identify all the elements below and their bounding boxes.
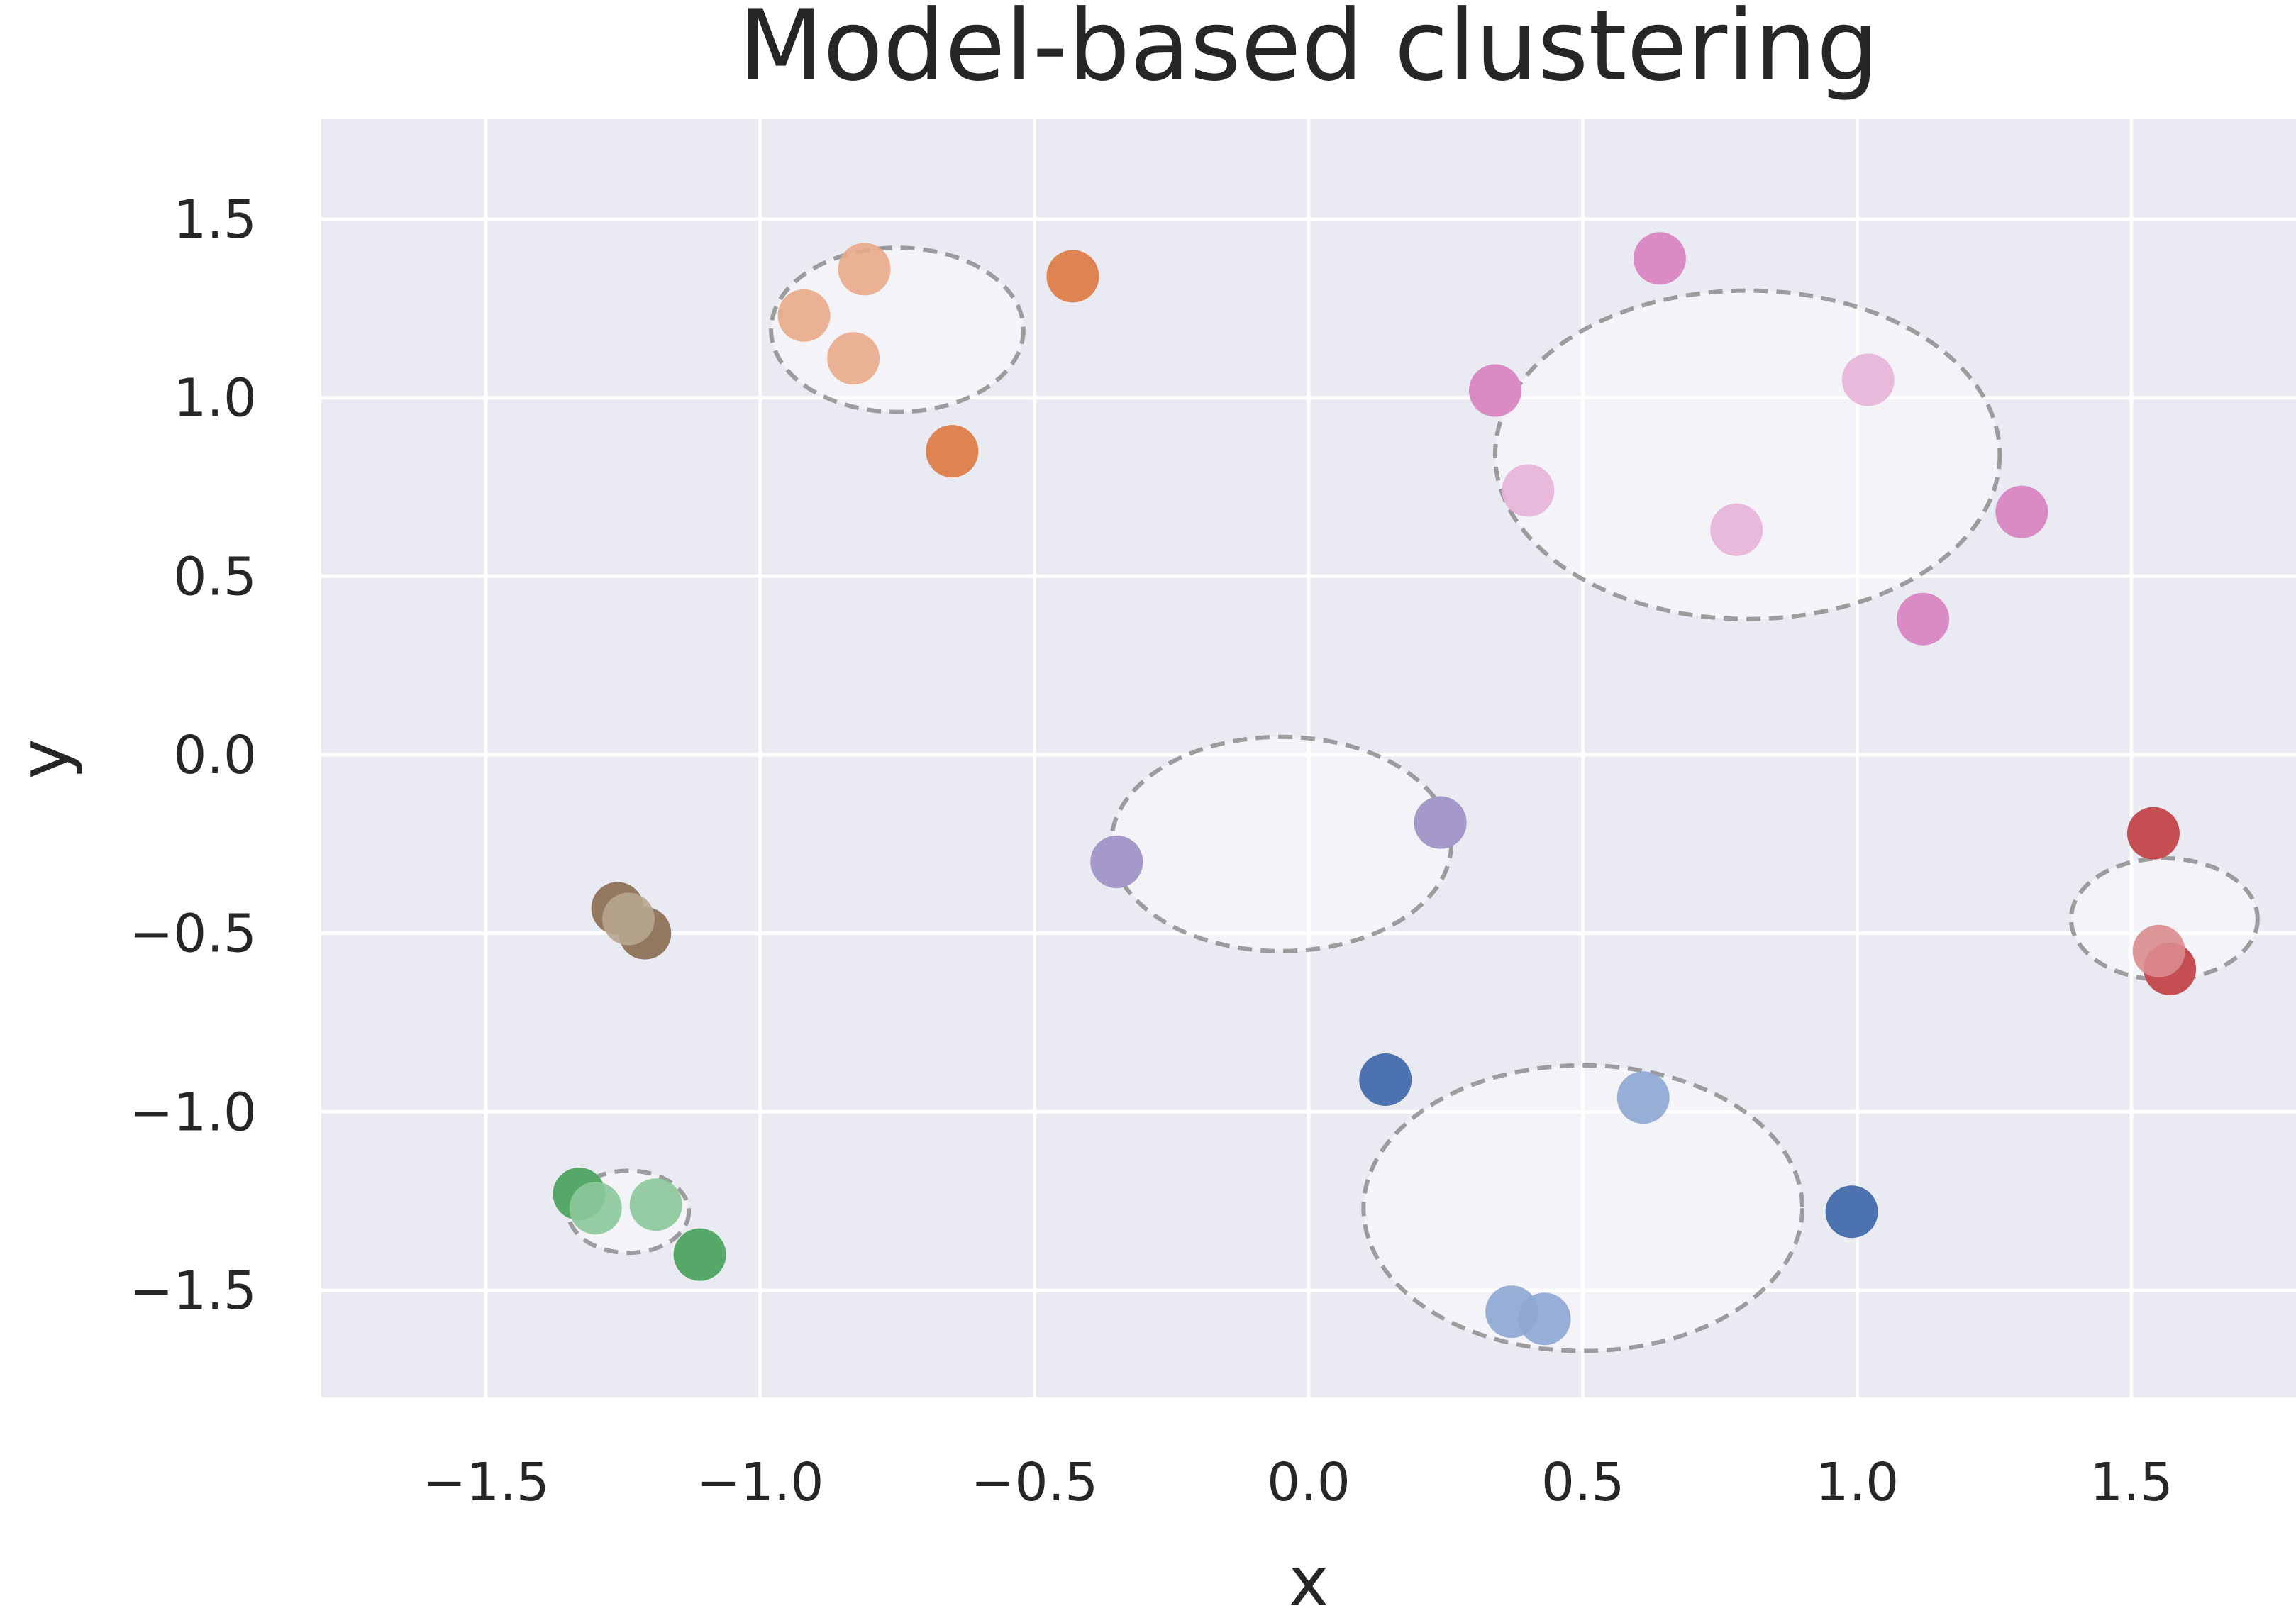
y-tick-label: −1.5	[129, 1261, 257, 1322]
data-point-light	[569, 1182, 622, 1235]
data-point	[1468, 364, 1521, 417]
x-tick-label: −1.0	[697, 1452, 824, 1513]
x-tick-label: 1.0	[1815, 1452, 1899, 1513]
y-tick-label: 0.5	[173, 546, 257, 607]
data-point-light	[629, 1178, 682, 1231]
cluster-ellipse	[1492, 288, 2002, 621]
y-tick-label: 1.0	[173, 368, 257, 429]
data-point-light	[838, 243, 891, 296]
y-tick-label: 0.0	[173, 725, 257, 786]
data-point	[1046, 250, 1099, 303]
data-point-light	[777, 289, 831, 342]
data-point	[926, 425, 979, 478]
data-point-light	[602, 892, 655, 946]
x-tick-label: 1.5	[2090, 1452, 2173, 1513]
data-point	[2126, 807, 2180, 860]
x-tick-label: −0.5	[970, 1452, 1098, 1513]
data-point-light	[1616, 1071, 1670, 1124]
data-point-light	[827, 332, 880, 385]
data-point-light	[1414, 796, 1467, 849]
y-axis-label: y	[5, 739, 84, 780]
x-axis-label: x	[1289, 1542, 1329, 1622]
data-point	[1359, 1053, 1412, 1107]
data-point-light	[1090, 835, 1143, 888]
x-tick-label: 0.0	[1267, 1452, 1351, 1513]
x-tick-label: 0.5	[1541, 1452, 1625, 1513]
data-point-light	[1518, 1292, 1571, 1346]
y-tick-label: 1.5	[173, 189, 257, 250]
cluster-ellipse	[1361, 1063, 1805, 1353]
cluster-ellipse	[1109, 734, 1454, 953]
data-point-light	[1841, 353, 1895, 406]
x-tick-label: −1.5	[422, 1452, 550, 1513]
data-point	[1995, 485, 2048, 538]
data-point-light	[1710, 503, 1763, 556]
data-point	[1633, 232, 1686, 285]
data-point	[673, 1228, 726, 1281]
y-tick-label: −0.5	[129, 904, 257, 965]
y-tick-label: −1.0	[129, 1082, 257, 1143]
chart-title: Model-based clustering	[738, 0, 1878, 103]
data-point-light	[2132, 924, 2185, 977]
data-point	[1825, 1185, 1878, 1239]
data-point	[1897, 592, 1950, 646]
data-point-light	[1502, 464, 1555, 517]
data-points	[553, 232, 2197, 1346]
y-tick-labels: 1.5 1.0 0.5 0.0 −0.5 −1.0 −1.5	[129, 189, 257, 1322]
x-tick-labels: −1.5 −1.0 −0.5 0.0 0.5 1.0 1.5	[422, 1452, 2173, 1513]
